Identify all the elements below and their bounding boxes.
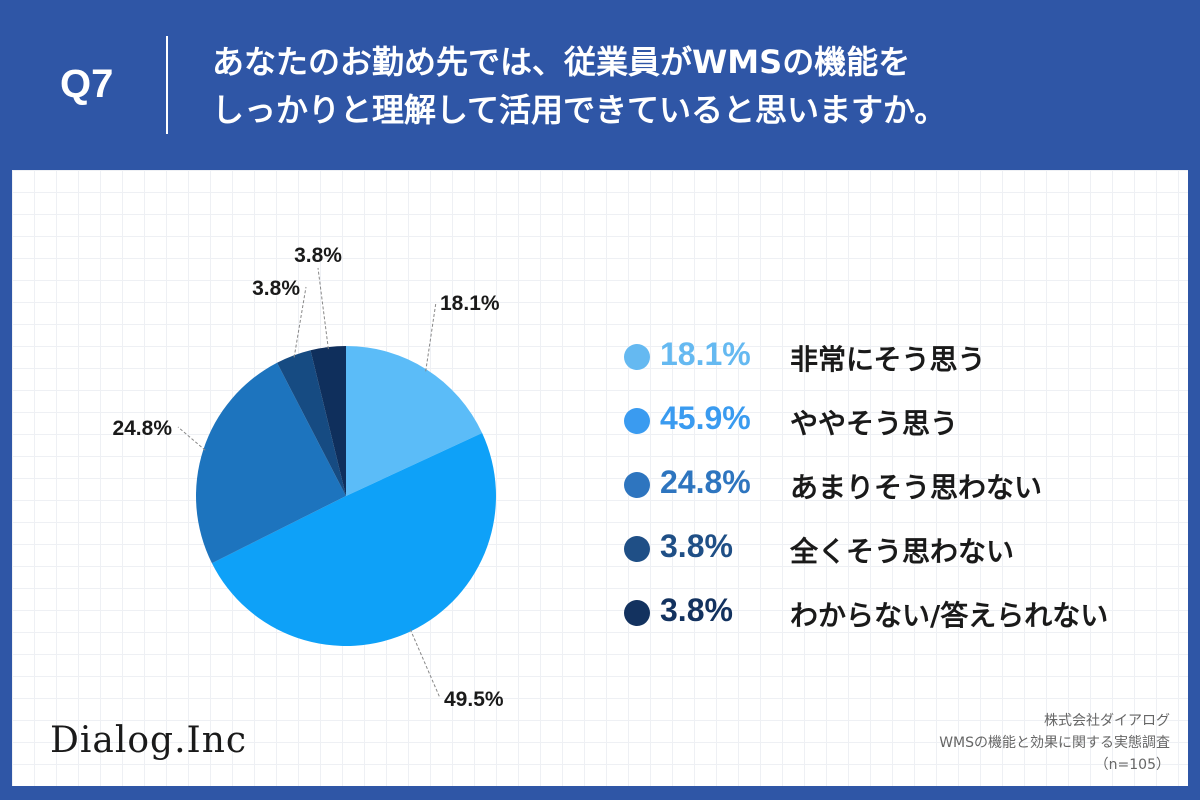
legend-item: 3.8% 全くそう思わない [624, 522, 1164, 586]
legend-percent: 45.9% [660, 400, 751, 436]
leader-line [409, 629, 441, 699]
pie-slice [310, 346, 346, 496]
legend-item: 45.9% ややそう思う [624, 394, 1164, 458]
pie-slice [211, 432, 496, 646]
pie-slice [346, 346, 483, 496]
legend-label: 全くそう思わない [790, 535, 1015, 568]
legend-swatch [624, 408, 650, 434]
chart-card: 18.1% 49.5% 24.8% 3.8% 3.8% 18.1% 非常にそう思う 45.9… [12, 170, 1188, 786]
legend-swatch [624, 536, 650, 562]
leader-line [293, 286, 307, 358]
leader-line [177, 426, 206, 451]
question-line-1: あなたのお勤め先では、従業員がWMSの機能を [212, 43, 911, 81]
slice-value-label: 24.8% [112, 417, 172, 440]
leader-line [317, 267, 329, 350]
question-header: Q7 あなたのお勤め先では、従業員がWMSの機能を しっかりと理解して活用できて… [0, 0, 1200, 170]
chart-legend: 18.1% 非常にそう思う 45.9% ややそう思う 24.8% あまりそう思わない 3.8… [624, 330, 1164, 650]
legend-label: わからない/答えられない [790, 599, 1109, 632]
slice-value-label: 18.1% [440, 292, 500, 315]
slice-value-label: 3.8% [252, 277, 300, 300]
company-logo: Dialog.Inc [50, 720, 248, 761]
legend-item: 18.1% 非常にそう思う [624, 330, 1164, 394]
legend-percent: 3.8% [660, 592, 733, 628]
legend-swatch [624, 344, 650, 370]
pie-slice [196, 362, 346, 564]
slice-value-label: 3.8% [294, 244, 342, 267]
header-divider [166, 36, 168, 134]
legend-label: 非常にそう思う [790, 343, 986, 376]
slice-value-label: 49.5% [444, 688, 504, 711]
legend-label: あまりそう思わない [790, 471, 1043, 504]
legend-percent: 24.8% [660, 464, 751, 500]
legend-percent: 18.1% [660, 336, 751, 372]
leader-line [425, 301, 437, 372]
question-text: あなたのお勤め先では、従業員がWMSの機能を しっかりと理解して活用できていると… [212, 38, 1172, 134]
pie-chart: 18.1% 49.5% 24.8% 3.8% 3.8% [112, 244, 504, 711]
legend-swatch [624, 600, 650, 626]
legend-item: 3.8% わからない/答えられない [624, 586, 1164, 650]
question-number: Q7 [60, 62, 114, 106]
source-survey: WMSの機能と効果に関する実態調査 [939, 735, 1170, 751]
legend-percent: 3.8% [660, 528, 733, 564]
legend-item: 24.8% あまりそう思わない [624, 458, 1164, 522]
pie-slice [277, 350, 346, 496]
question-line-2: しっかりと理解して活用できていると思いますか。 [212, 91, 947, 129]
legend-label: ややそう思う [790, 407, 959, 440]
source-note: 株式会社ダイアログ WMSの機能と効果に関する実態調査 （n=105） [939, 710, 1170, 776]
legend-swatch [624, 472, 650, 498]
source-company: 株式会社ダイアログ [1044, 713, 1170, 729]
sample-size: （n=105） [1094, 757, 1170, 773]
